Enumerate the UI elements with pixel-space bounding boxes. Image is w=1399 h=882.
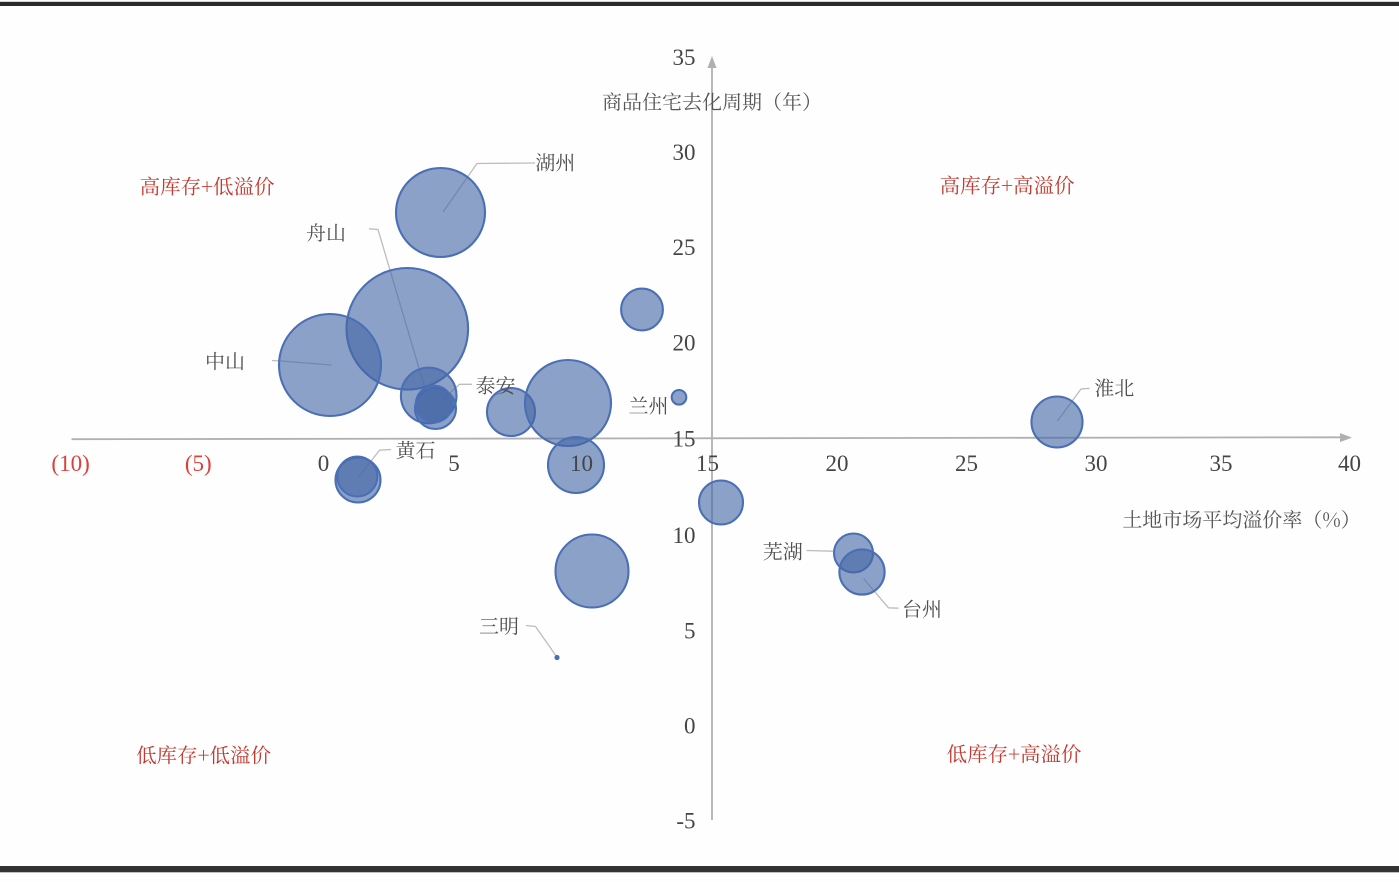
svg-text:0: 0: [684, 714, 696, 739]
svg-text:0: 0: [318, 451, 330, 476]
svg-text:15: 15: [696, 451, 719, 476]
svg-text:20: 20: [673, 330, 696, 355]
svg-text:(10): (10): [51, 451, 89, 476]
svg-text:30: 30: [1085, 451, 1108, 476]
svg-text:10: 10: [673, 523, 696, 548]
svg-text:-5: -5: [676, 809, 695, 834]
svg-text:35: 35: [673, 45, 696, 70]
svg-text:10: 10: [570, 451, 593, 476]
svg-text:40: 40: [1338, 451, 1361, 476]
svg-text:5: 5: [684, 619, 696, 644]
svg-text:35: 35: [1210, 451, 1233, 476]
svg-text:20: 20: [826, 451, 849, 476]
svg-text:(5): (5): [185, 451, 212, 476]
svg-text:15: 15: [673, 427, 696, 452]
svg-text:30: 30: [673, 140, 696, 165]
svg-text:5: 5: [448, 451, 460, 476]
svg-text:25: 25: [955, 451, 978, 476]
svg-text:25: 25: [673, 235, 696, 260]
